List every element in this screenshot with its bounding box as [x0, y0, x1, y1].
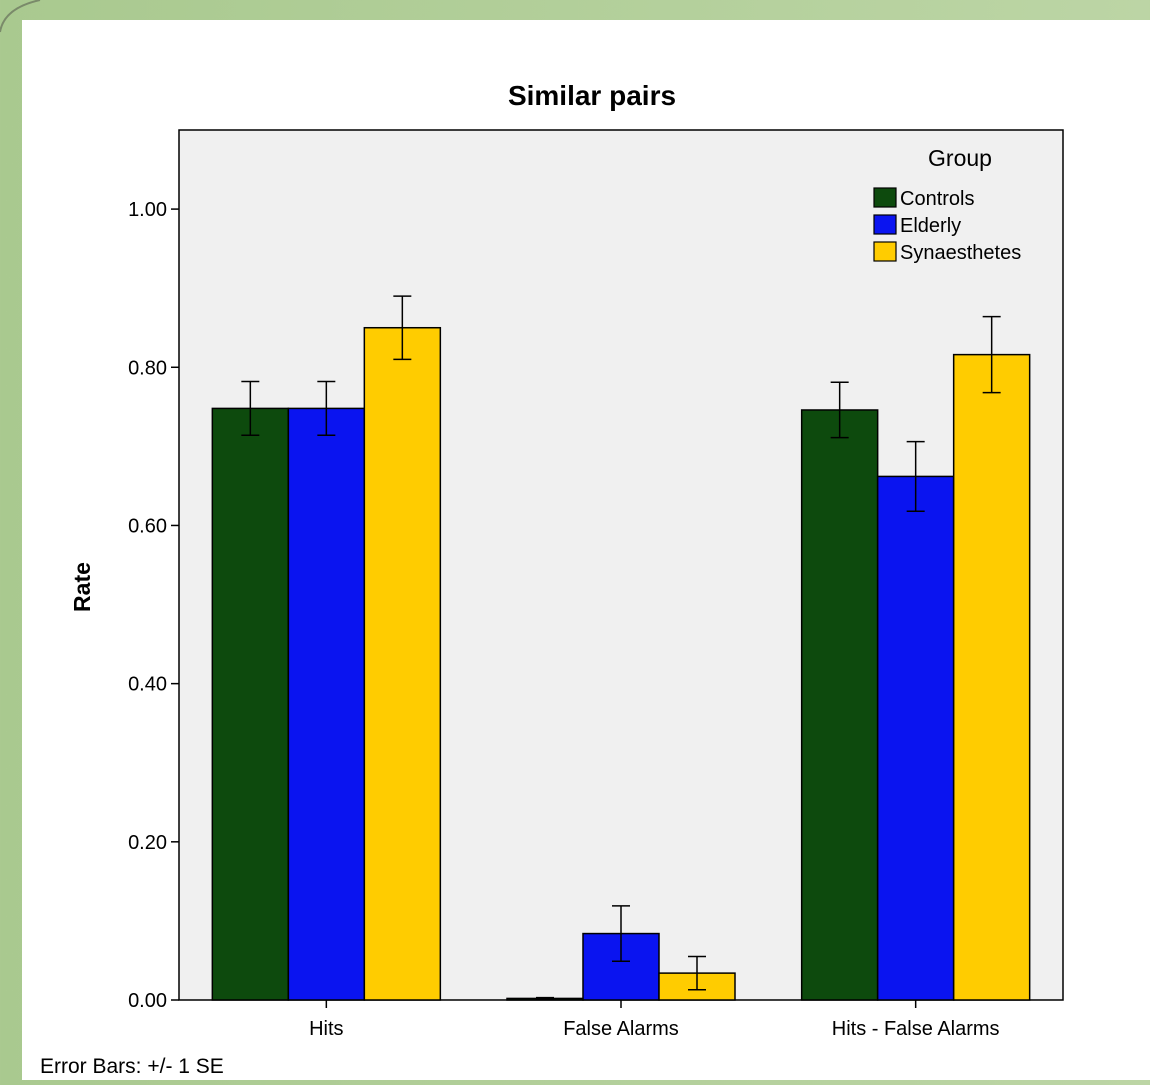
- legend: Group Controls Elderly Synaesthetes: [873, 145, 1021, 264]
- legend-item-synaesthetes: Synaesthetes: [873, 241, 1021, 264]
- error-bar: [241, 380, 260, 437]
- legend-swatch: [873, 241, 897, 262]
- legend-swatch: [873, 214, 897, 235]
- slide-corner-curve: [0, 0, 41, 33]
- bar-synaesthetes-1: [363, 326, 442, 1001]
- chart-title: Similar pairs: [508, 80, 676, 111]
- error-bar: [536, 996, 554, 1000]
- error-bar: [393, 295, 412, 361]
- legend-label: Synaesthetes: [900, 242, 1021, 264]
- x-tick-label: False Alarms: [563, 1018, 679, 1040]
- x-axis: Hits False Alarms Hits - False Alarms: [309, 1000, 1000, 1040]
- legend-item-elderly: Elderly: [873, 214, 961, 237]
- x-tick-label: Hits: [309, 1018, 343, 1040]
- error-bar: [688, 955, 706, 991]
- error-bar: [317, 380, 336, 437]
- bar-synaesthetes-3: [952, 353, 1031, 1001]
- bar-elderly-3: [876, 475, 955, 1001]
- legend-title: Group: [928, 145, 992, 171]
- y-axis: 0.00 0.20 0.40 0.60 0.80 1.00: [128, 199, 179, 1012]
- legend-items: Controls Elderly Synaesthetes: [873, 187, 1021, 264]
- legend-swatch: [873, 187, 897, 208]
- x-tick-label: Hits - False Alarms: [832, 1018, 1000, 1040]
- bar-controls-3: [800, 409, 879, 1001]
- bar-chart: Similar pairs 0.00 0.20 0.40 0.60 0.80 1.00 H…: [40, 80, 1064, 1078]
- y-tick-label: 0.20: [128, 832, 167, 854]
- error-bar: [982, 315, 1001, 394]
- y-tick-label: 0.80: [128, 357, 167, 379]
- legend-item-controls: Controls: [873, 187, 974, 210]
- y-tick-label: 0.00: [128, 990, 167, 1012]
- y-tick-label: 0.60: [128, 515, 167, 537]
- error-bar: [612, 905, 630, 962]
- bar-elderly-1: [287, 407, 366, 1001]
- bar-controls-1: [211, 407, 290, 1001]
- y-tick-label: 1.00: [128, 199, 167, 221]
- legend-label: Elderly: [900, 215, 961, 237]
- y-axis-label: Rate: [69, 562, 95, 612]
- error-bar: [830, 381, 849, 439]
- error-bar: [906, 440, 925, 512]
- error-bars-footnote: Error Bars: +/- 1 SE: [40, 1055, 224, 1078]
- chart-frame: Similar pairs 0.00 0.20 0.40 0.60 0.80 1.00 H…: [22, 20, 1150, 1080]
- y-tick-label: 0.40: [128, 674, 167, 696]
- legend-label: Controls: [900, 188, 974, 210]
